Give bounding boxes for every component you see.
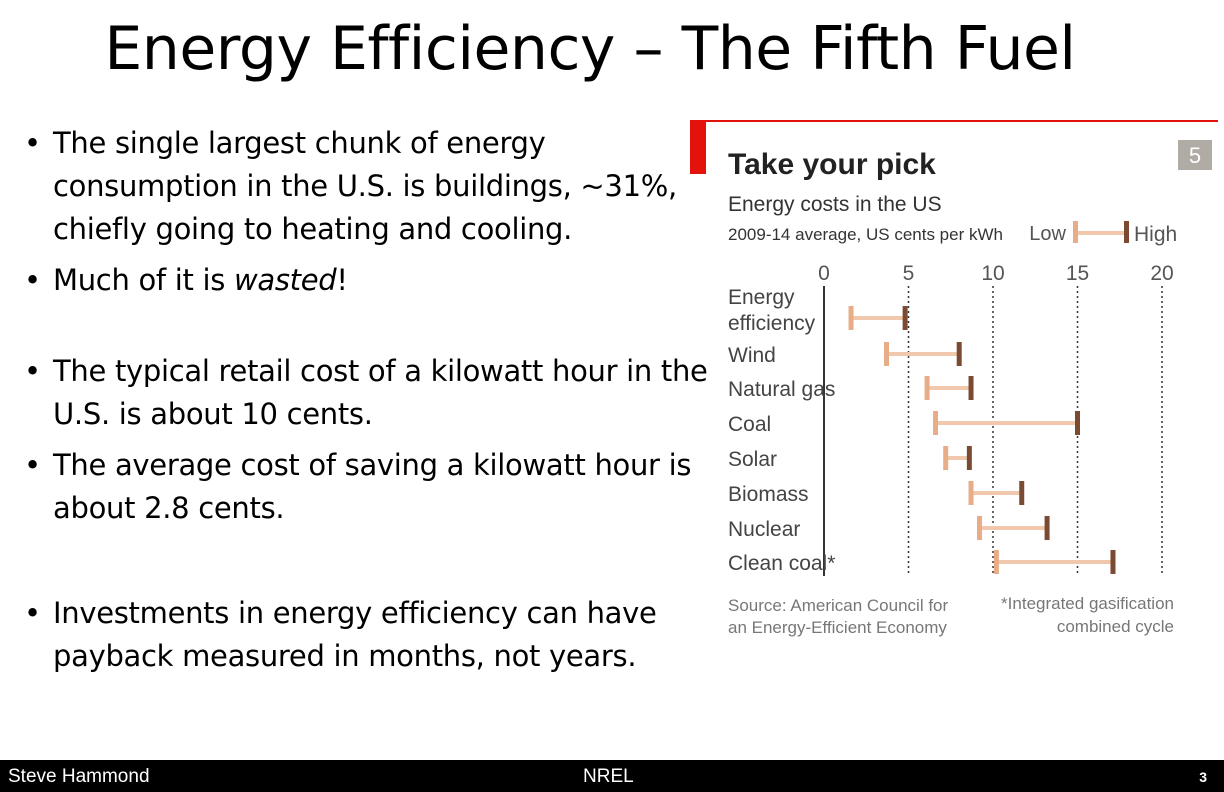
low-marker [933,411,938,435]
low-marker [943,446,948,470]
chart-subtitle: Energy costs in the US [728,193,942,216]
high-marker [1045,516,1050,540]
legend-bar [1075,231,1127,235]
footnote-line: combined cycle [1057,617,1174,636]
range-bar [887,352,960,356]
range-bar [946,456,970,460]
figure-number: 5 [1189,143,1201,168]
x-tick-label: 10 [981,262,1004,285]
low-marker [994,550,999,574]
category-label: Biomass [728,483,809,506]
low-marker [969,481,974,505]
category-label: Energy [728,286,795,309]
range-bar [979,526,1047,530]
footer-org: NREL [583,766,634,788]
bullet-wasted-post: ! [336,263,347,297]
bullet-wasted: Much of it is wasted! [24,259,714,302]
high-marker [967,446,972,470]
high-marker [1110,550,1115,574]
slide-title: Energy Efficiency – The Fifth Fuel [0,14,1180,84]
source-line: Source: American Council for [728,596,948,615]
legend-high-marker [1124,221,1129,243]
low-marker [977,516,982,540]
range-bar [936,421,1078,425]
bullet-saving-cost: The average cost of saving a kilowatt ho… [24,444,714,530]
category-label: Clean coal* [728,552,835,575]
legend-low-marker [1073,221,1078,243]
footer-author: Steve Hammond [8,766,150,788]
x-tick-label: 5 [903,262,915,285]
source-line: an Energy-Efficient Economy [728,618,947,637]
legend-low-label: Low [1029,223,1066,245]
bullet-list: The single largest chunk of energy consu… [24,122,714,678]
range-bar [971,491,1022,495]
chart-accent-block [690,120,706,174]
x-tick-label: 20 [1150,262,1173,285]
high-marker [903,306,908,330]
low-marker [849,306,854,330]
high-marker [1019,481,1024,505]
category-label: efficiency [728,312,816,335]
high-marker [957,342,962,366]
category-label: Coal [728,413,771,436]
category-label: Nuclear [728,518,800,541]
chart-units: 2009-14 average, US cents per kWh [728,225,1003,244]
category-label: Solar [728,448,777,471]
bullet-buildings: The single largest chunk of energy consu… [24,122,714,251]
low-marker [884,342,889,366]
bullet-payback: Investments in energy efficiency can hav… [24,592,714,678]
category-label: Wind [728,344,776,367]
footer-bar: Steve Hammond NREL 3 [0,760,1224,792]
category-label: Natural gas [728,378,835,401]
range-bar [996,560,1113,564]
legend-high-label: High [1134,223,1177,246]
chart-top-rule [690,120,1218,122]
bullet-wasted-emphasis: wasted [234,263,336,297]
chart-title: Take your pick [728,148,936,181]
x-tick-label: 15 [1066,262,1089,285]
page-number: 3 [1199,769,1207,785]
range-bar [927,386,971,390]
energy-cost-chart: 5 Take your pick Energy costs in the US 200… [688,118,1218,648]
high-marker [1075,411,1080,435]
low-marker [925,376,930,400]
bullet-wasted-pre: Much of it is [53,263,234,297]
bullet-retail-cost: The typical retail cost of a kilowatt ho… [24,350,714,436]
range-bar [851,316,905,320]
x-tick-label: 0 [818,262,830,285]
high-marker [969,376,974,400]
footnote-line: *Integrated gasification [1001,594,1174,613]
